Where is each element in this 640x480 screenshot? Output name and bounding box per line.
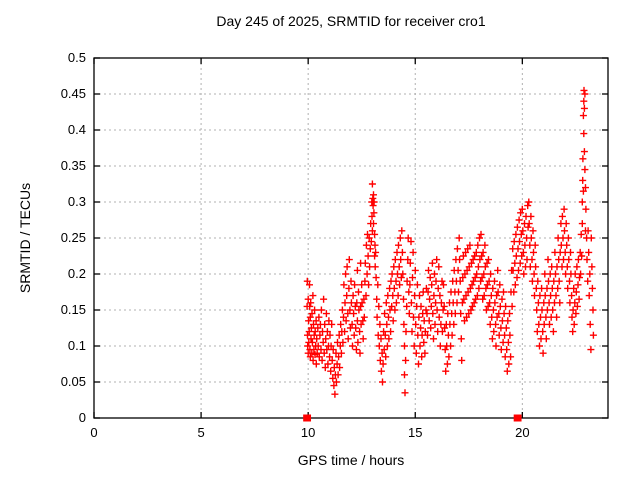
- x-tick-label: 20: [515, 425, 530, 440]
- y-tick-label: 0.25: [60, 230, 86, 245]
- y-tick-label: 0: [78, 410, 86, 425]
- axis-ticks: [93, 57, 608, 419]
- zero-markers: [303, 414, 522, 422]
- x-axis-label: GPS time / hours: [297, 452, 405, 468]
- y-tick-label: 0.3: [67, 194, 86, 209]
- chart-title: Day 245 of 2025, SRMTID for receiver cro…: [216, 13, 486, 29]
- y-tick-label: 0.4: [67, 122, 86, 137]
- scatter-points: [303, 86, 597, 398]
- x-tick-label: 10: [300, 425, 316, 440]
- y-tick-label: 0.45: [60, 86, 86, 101]
- y-tick-label: 0.05: [60, 374, 86, 389]
- y-tick-label: 0.15: [60, 302, 86, 317]
- y-tick-label: 0.5: [67, 50, 86, 65]
- y-tick-label: 0.1: [67, 338, 86, 353]
- x-tick-label: 15: [408, 425, 423, 440]
- x-tick-label: 0: [90, 425, 98, 440]
- y-tick-label: 0.35: [60, 158, 86, 173]
- x-tick-label: 5: [197, 425, 205, 440]
- y-tick-label: 0.2: [67, 266, 86, 281]
